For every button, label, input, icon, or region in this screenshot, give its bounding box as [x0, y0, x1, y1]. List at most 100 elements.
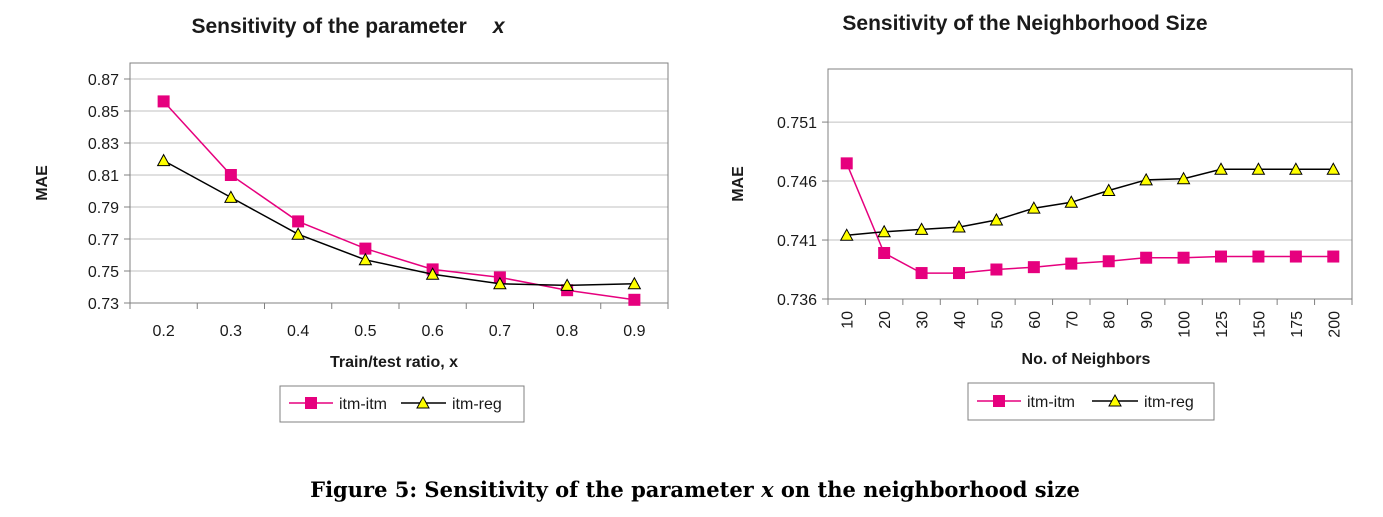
chart1-point-itm-reg — [224, 190, 238, 203]
chart1-legend: itm-itm itm-reg — [279, 385, 525, 423]
chart1-x-tick-label: 0.8 — [556, 323, 578, 340]
chart1-title-variable: x — [492, 15, 506, 38]
chart-parameter-x: Sensitivity of the parameter x 0.730.750.… — [34, 15, 669, 423]
chart2-x-tick-label: 80 — [1102, 311, 1119, 329]
chart2-point-itm-reg — [1176, 171, 1191, 185]
chart2-legend-marker-itm-itm — [993, 395, 1005, 407]
chart-neighborhood-size: Sensitivity of the Neighborhood Size 0.7… — [730, 12, 1353, 421]
chart1-point-itm-reg — [493, 276, 507, 290]
chart2-point-itm-reg — [839, 228, 854, 241]
chart2-point-itm-reg — [952, 220, 966, 233]
chart2-x-tick-label: 10 — [840, 311, 857, 329]
chart1-series-line-itm-itm — [163, 100, 635, 301]
chart1-y-tick-label: 0.77 — [88, 232, 119, 249]
figure-caption: Figure 5: Sensitivity of the parameter x… — [310, 477, 1080, 502]
chart2-point-itm-itm — [1252, 250, 1265, 263]
chart2-point-itm-reg — [1064, 195, 1079, 208]
chart2-legend-label-itm-reg: itm-reg — [1144, 394, 1194, 411]
chart2-series-line-itm-itm — [846, 163, 1334, 274]
chart1-series-line-itm-reg — [163, 159, 635, 287]
chart2-point-itm-reg — [989, 212, 1004, 226]
chart1-legend-label-itm-reg: itm-reg — [452, 396, 502, 413]
chart1-x-axis-label: Train/test ratio, x — [330, 354, 458, 371]
chart1-point-itm-reg — [291, 227, 305, 240]
chart1-point-itm-itm — [359, 242, 372, 255]
chart2-y-tick-label: 0.751 — [777, 115, 817, 132]
chart1-x-tick-label: 0.5 — [354, 323, 376, 340]
chart1-y-tick-label: 0.87 — [88, 72, 119, 89]
chart1-legend-marker-itm-itm — [305, 397, 317, 409]
chart2-point-itm-itm — [1102, 255, 1115, 268]
chart2-point-itm-reg — [1101, 183, 1116, 196]
chart2-point-itm-reg — [1027, 201, 1041, 214]
chart1-title: Sensitivity of the parameter x — [191, 15, 505, 38]
chart2-y-axis-label: MAE — [730, 166, 747, 202]
chart1-legend-marker-itm-reg — [416, 395, 430, 409]
chart2-x-tick-label: 125 — [1214, 311, 1231, 338]
chart2-point-itm-itm — [1177, 251, 1190, 264]
chart1-point-itm-itm — [224, 169, 237, 181]
chart2-x-tick-label: 60 — [1027, 311, 1044, 329]
chart2-point-itm-reg — [1289, 162, 1303, 175]
chart1-y-tick-label: 0.79 — [88, 200, 119, 217]
chart2-point-itm-itm — [1215, 250, 1227, 263]
chart2-point-itm-itm — [878, 247, 891, 259]
chart2-point-itm-itm — [840, 157, 853, 170]
chart2-point-itm-itm — [990, 263, 1003, 276]
chart1-gridlines — [130, 78, 668, 304]
chart2-point-itm-reg — [1326, 162, 1341, 175]
chart1-y-tick-label: 0.83 — [88, 136, 119, 153]
chart2-y-ticks: 0.736 0.741 0.746 0.751 — [777, 115, 828, 309]
chart1-point-itm-reg — [560, 278, 574, 291]
chart1-point-itm-itm — [628, 293, 641, 306]
chart1-y-ticks: 0.73 0.75 0.77 0.79 0.81 0.83 0.85 0.87 — [88, 72, 130, 313]
caption-prefix: Figure 5: Sensitivity of the parameter — [310, 477, 761, 502]
chart1-y-tick-label: 0.73 — [88, 296, 119, 313]
chart1-point-itm-reg — [425, 267, 440, 280]
chart2-x-axis-label: No. of Neighbors — [1022, 351, 1151, 368]
chart1-point-itm-reg — [358, 252, 373, 266]
chart1-legend-box — [279, 385, 525, 423]
chart2-x-tick-label: 40 — [952, 311, 969, 329]
chart2-title: Sensitivity of the Neighborhood Size — [842, 12, 1207, 35]
chart1-x-tick-label: 0.9 — [623, 323, 645, 340]
chart2-x-tick-label: 100 — [1177, 311, 1194, 338]
chart2-point-itm-reg — [1214, 162, 1228, 175]
chart2-x-tick-label: 175 — [1289, 311, 1306, 338]
chart1-point-itm-itm — [157, 95, 170, 108]
chart2-point-itm-itm — [1027, 261, 1040, 274]
chart2-point-itm-itm — [1065, 257, 1078, 270]
chart2-x-tick-label: 150 — [1251, 311, 1268, 338]
chart2-legend-marker-itm-reg — [1108, 393, 1122, 407]
chart2-x-ticks: 10 20 30 40 50 60 70 80 90 100 125 150 175 200 — [827, 299, 1353, 338]
chart1-x-tick-label: 0.7 — [489, 323, 511, 340]
chart1-title-text: Sensitivity of the parameter — [191, 15, 466, 38]
chart2-gridlines — [828, 121, 1352, 300]
chart2-y-tick-label: 0.746 — [777, 174, 817, 191]
chart2-x-tick-label: 20 — [877, 311, 894, 329]
chart1-legend-label-itm-itm: itm-itm — [339, 396, 387, 413]
chart2-point-itm-itm — [953, 267, 965, 280]
chart2-x-tick-label: 90 — [1139, 311, 1156, 329]
chart2-y-tick-label: 0.741 — [777, 233, 817, 250]
chart1-point-itm-itm — [292, 215, 305, 228]
chart1-x-tick-label: 0.3 — [220, 323, 242, 340]
chart1-series — [156, 95, 642, 306]
chart2-x-tick-label: 50 — [989, 311, 1006, 329]
chart1-point-itm-reg — [627, 276, 642, 290]
chart1-point-itm-reg — [156, 153, 171, 167]
chart2-point-itm-reg — [877, 224, 891, 238]
chart2-point-itm-reg — [1139, 172, 1153, 186]
chart1-x-tick-label: 0.4 — [287, 323, 309, 340]
chart1-y-tick-label: 0.85 — [88, 104, 119, 121]
chart2-x-tick-label: 30 — [915, 311, 932, 329]
chart2-point-itm-itm — [915, 267, 928, 280]
chart2-legend-label-itm-itm: itm-itm — [1027, 394, 1075, 411]
chart2-point-itm-itm — [1289, 250, 1302, 263]
chart1-y-tick-label: 0.81 — [88, 168, 119, 185]
chart2-y-tick-label: 0.736 — [777, 292, 817, 309]
chart1-x-tick-label: 0.2 — [153, 323, 175, 340]
chart2-point-itm-reg — [914, 222, 929, 235]
chart1-y-axis-label: MAE — [34, 165, 51, 201]
chart2-series — [839, 157, 1341, 280]
